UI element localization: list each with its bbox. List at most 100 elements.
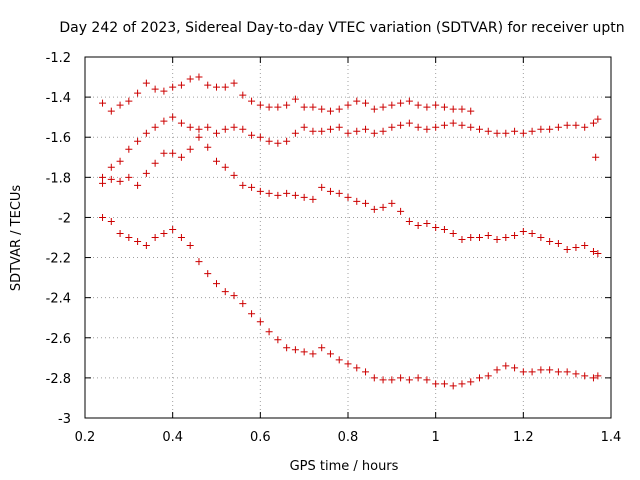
data-point — [572, 244, 580, 252]
data-point — [546, 366, 554, 374]
axes: 0.2 0.4 0.6 0.8 1 1.2 1.4 -1.2 -1.4 -1.6 -1.8 -2 -2.… — [46, 51, 622, 445]
data-point — [405, 119, 413, 127]
data-point — [300, 193, 308, 201]
data-point — [484, 231, 492, 239]
data-point — [414, 123, 422, 131]
data-point — [151, 123, 159, 131]
data-point — [274, 336, 282, 344]
data-point — [221, 163, 229, 171]
y-tick-label: -2.2 — [46, 252, 71, 267]
x-tick-label: 1.4 — [601, 430, 622, 445]
data-point — [248, 97, 256, 105]
data-points — [99, 73, 602, 390]
data-point — [511, 127, 519, 135]
data-point — [160, 87, 168, 95]
data-point — [467, 378, 475, 386]
data-point — [151, 159, 159, 167]
data-point — [467, 123, 475, 131]
data-point — [230, 292, 238, 300]
data-point — [274, 103, 282, 111]
data-point — [204, 143, 212, 151]
data-point — [213, 280, 220, 288]
data-point — [169, 83, 177, 91]
data-point — [519, 227, 527, 235]
data-point — [572, 370, 580, 378]
data-point — [379, 376, 387, 384]
data-point — [169, 225, 177, 233]
data-point — [493, 236, 501, 244]
data-point — [213, 157, 220, 165]
data-point — [318, 183, 326, 191]
data-point — [239, 181, 247, 189]
y-axis-label: SDTVAR / TECUs — [9, 185, 24, 292]
data-point — [405, 97, 413, 105]
data-point — [344, 101, 352, 109]
data-point — [344, 193, 352, 201]
data-point — [195, 133, 203, 141]
data-point — [169, 149, 177, 157]
x-tick-label: 1.2 — [513, 430, 534, 445]
data-point — [116, 157, 124, 165]
data-point — [309, 350, 317, 358]
data-point — [213, 129, 220, 137]
data-point — [99, 173, 107, 181]
data-point — [283, 189, 291, 197]
data-point — [594, 115, 602, 123]
data-point — [99, 99, 107, 107]
x-tick-label: 0.4 — [162, 430, 183, 445]
data-point — [160, 229, 168, 237]
data-point — [274, 191, 282, 199]
data-point — [283, 137, 291, 145]
data-point — [423, 219, 431, 227]
data-point — [414, 221, 422, 229]
data-point — [335, 123, 343, 131]
series-4 — [99, 213, 602, 390]
data-point — [230, 171, 238, 179]
data-point — [414, 101, 422, 109]
data-point — [213, 83, 220, 91]
data-point — [318, 344, 326, 352]
data-point — [177, 81, 185, 89]
data-point — [362, 199, 370, 207]
data-point — [414, 374, 422, 382]
data-point — [134, 181, 142, 189]
data-point — [142, 169, 150, 177]
data-point — [362, 125, 370, 133]
data-point — [449, 105, 457, 113]
data-point — [326, 350, 334, 358]
data-point — [589, 374, 597, 382]
data-point — [204, 270, 212, 278]
series-1 — [99, 73, 475, 115]
data-point — [519, 129, 527, 137]
y-tick-label: -3 — [58, 412, 71, 427]
data-point — [274, 139, 282, 147]
data-point — [511, 231, 519, 239]
data-point — [230, 123, 238, 131]
data-point — [160, 117, 168, 125]
data-point — [116, 101, 124, 109]
data-point — [563, 368, 571, 376]
data-point — [291, 129, 299, 137]
data-point — [186, 75, 194, 83]
data-point — [379, 127, 387, 135]
data-point — [449, 119, 457, 127]
data-point — [248, 310, 256, 318]
data-point — [326, 107, 334, 115]
data-point — [353, 197, 361, 205]
chart-title: Day 242 of 2023, Sidereal Day-to-day VTE… — [59, 20, 624, 36]
data-point — [554, 240, 562, 248]
grid — [85, 57, 611, 418]
data-point — [440, 225, 448, 233]
y-tick-label: -1.2 — [46, 51, 71, 66]
data-point — [107, 163, 115, 171]
x-tick-label: 0.6 — [250, 430, 271, 445]
data-point — [458, 105, 466, 113]
data-point — [423, 125, 431, 133]
series-3 — [99, 133, 602, 258]
data-point — [116, 229, 124, 237]
data-point — [405, 217, 413, 225]
data-point — [397, 374, 405, 382]
data-point — [370, 129, 378, 137]
series-2 — [99, 113, 602, 187]
